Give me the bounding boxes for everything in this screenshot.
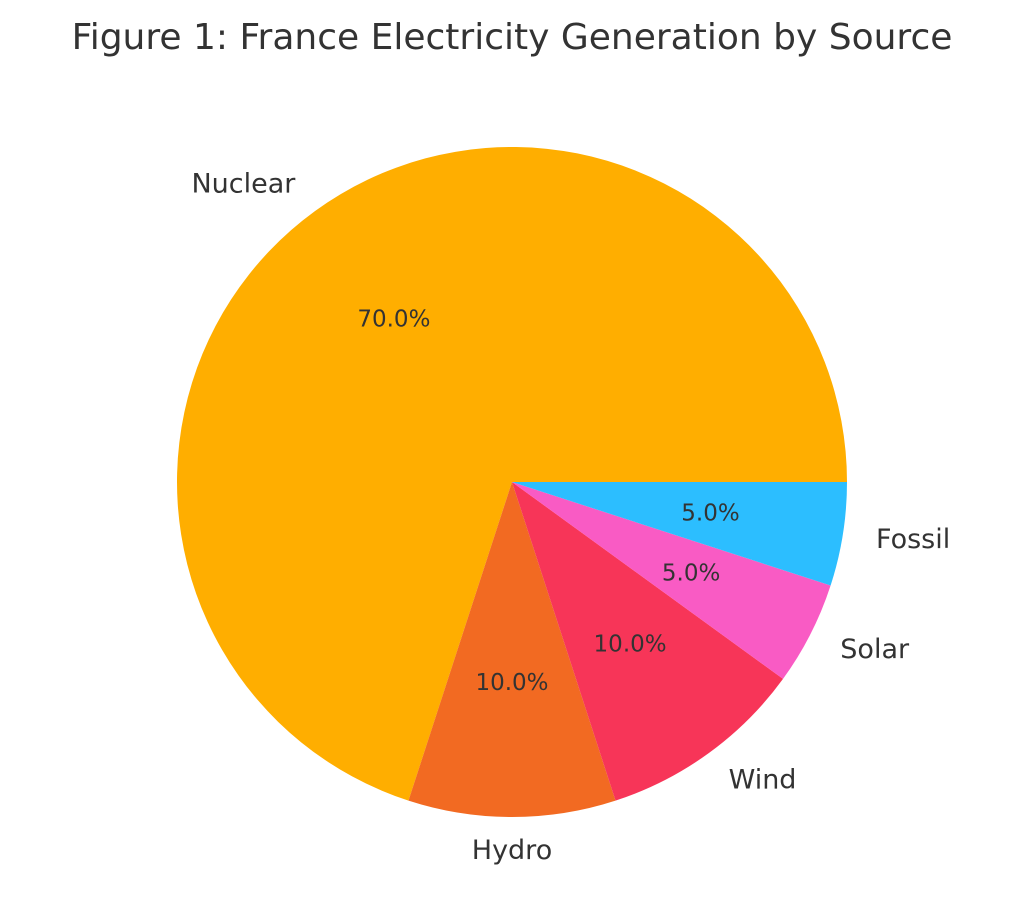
slice-label-nuclear: Nuclear bbox=[191, 168, 296, 199]
percent-label-hydro: 10.0% bbox=[475, 670, 548, 696]
percent-label-fossil: 5.0% bbox=[681, 500, 739, 526]
pie-slice-fossil bbox=[512, 482, 847, 586]
percent-label-solar: 5.0% bbox=[662, 560, 720, 586]
pie-slice-solar bbox=[512, 482, 831, 679]
pie-slice-nuclear bbox=[176, 146, 847, 801]
pie-slice-wind bbox=[512, 482, 784, 801]
pie-labels: Nuclear 70.0% Hydro 10.0% Wind 10.0% Solar 5.0%… bbox=[191, 168, 950, 866]
slice-label-fossil: Fossil bbox=[876, 524, 950, 555]
percent-label-nuclear: 70.0% bbox=[357, 306, 430, 332]
pie-slices bbox=[176, 146, 847, 817]
chart-title: Figure 1: France Electricity Generation … bbox=[72, 17, 953, 58]
percent-label-wind: 10.0% bbox=[594, 632, 667, 658]
pie-slice-hydro bbox=[408, 482, 616, 817]
slice-label-hydro: Hydro bbox=[472, 835, 552, 866]
slice-label-solar: Solar bbox=[840, 634, 910, 665]
slice-label-wind: Wind bbox=[729, 765, 797, 796]
